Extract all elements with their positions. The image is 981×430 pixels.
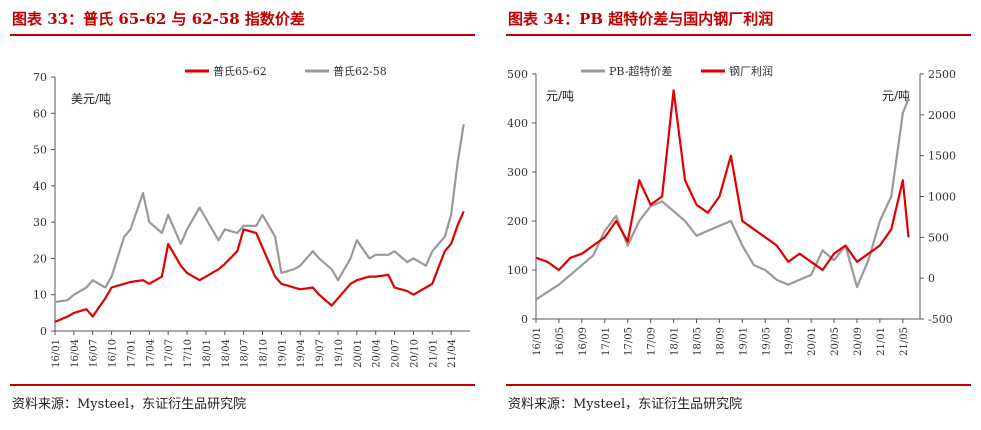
x-tick-label: 16/10 xyxy=(108,339,119,368)
legend-label-2: 钢厂利润 xyxy=(729,64,773,78)
y-tick-label-right: -500 xyxy=(928,313,953,326)
y-tick-label: 50 xyxy=(33,144,47,157)
x-tick-label: 16/04 xyxy=(70,339,81,368)
chart-title: 图表 33：普氏 65-62 与 62-58 指数价差 xyxy=(12,10,305,28)
x-tick-label: 19/01 xyxy=(277,339,288,368)
x-tick-label: 17/01 xyxy=(126,339,137,368)
x-tick-label: 20/10 xyxy=(409,339,420,368)
y-tick-label: 70 xyxy=(33,71,47,84)
y-tick-label: 100 xyxy=(507,264,528,277)
unit-label-right: 元/吨 xyxy=(882,89,910,103)
x-tick-label: 18/10 xyxy=(259,339,270,368)
y-tick-label: 10 xyxy=(33,289,47,302)
x-tick-label: 18/07 xyxy=(240,339,251,368)
y-tick-label-right: 0 xyxy=(928,272,935,285)
legend-label-1: PB-超特价差 xyxy=(609,64,672,78)
series-line-2 xyxy=(54,124,465,304)
x-tick-label: 18/05 xyxy=(692,327,703,356)
y-tick-label-right: 2500 xyxy=(928,68,956,81)
x-tick-label: 18/01 xyxy=(670,327,681,356)
x-tick-label: 17/01 xyxy=(601,327,612,356)
x-tick-label: 16/01 xyxy=(51,339,62,368)
x-tick-label: 21/01 xyxy=(428,339,439,368)
y-tick-label: 300 xyxy=(507,166,528,179)
source-note: 资料来源：Mysteel，东证衍生品研究院 xyxy=(12,397,247,412)
title-divider xyxy=(10,34,475,36)
x-tick-label: 20/01 xyxy=(807,327,818,356)
x-tick-label: 19/10 xyxy=(334,339,345,368)
x-tick-label: 21/01 xyxy=(876,327,887,356)
y-tick-label-right: 2000 xyxy=(928,109,956,122)
unit-label: 美元/吨 xyxy=(71,92,111,106)
x-tick-label: 17/07 xyxy=(164,339,175,368)
y-tick-label-right: 1000 xyxy=(928,191,956,204)
x-tick-label: 20/05 xyxy=(830,327,841,356)
x-tick-label: 17/10 xyxy=(183,339,194,368)
y-tick-label: 500 xyxy=(507,68,528,81)
x-tick-label: 18/09 xyxy=(715,327,726,356)
x-tick-label: 17/04 xyxy=(145,339,156,368)
y-tick-label-right: 1500 xyxy=(928,150,956,163)
y-tick-label: 200 xyxy=(507,215,528,228)
chart-title: 图表 34：PB 超特价差与国内钢厂利润 xyxy=(508,10,774,28)
y-tick-label-right: 500 xyxy=(928,231,949,244)
x-tick-label: 20/09 xyxy=(853,327,864,356)
y-tick-label: 40 xyxy=(33,180,47,193)
series-line-1 xyxy=(535,98,910,301)
x-tick-label: 20/07 xyxy=(391,339,402,368)
x-tick-label: 21/05 xyxy=(899,327,910,356)
x-tick-label: 16/05 xyxy=(555,327,566,356)
legend-label-1: 普氏65-62 xyxy=(213,64,267,78)
source-divider xyxy=(506,384,971,386)
y-tick-label: 0 xyxy=(40,325,47,338)
series-line-2 xyxy=(535,89,910,272)
x-tick-label: 19/07 xyxy=(315,339,326,368)
x-tick-label: 16/07 xyxy=(89,339,100,368)
y-tick-label: 0 xyxy=(521,313,528,326)
x-tick-label: 17/05 xyxy=(624,327,635,356)
title-divider xyxy=(506,34,971,36)
chart-panel-1: 图表 33：普氏 65-62 与 62-58 指数价差 0 10 20 30 40 50 6… xyxy=(0,0,485,430)
chart-2-plot: 0 100 200 300 400 500 -500 0 500 1000 1500 2000 2500… xyxy=(507,64,956,356)
y-tick-label: 60 xyxy=(33,107,47,120)
y-tick-label: 30 xyxy=(33,216,47,229)
legend-label-2: 普氏62-58 xyxy=(333,64,387,78)
x-tick-label: 19/04 xyxy=(296,339,307,368)
x-tick-label: 19/01 xyxy=(738,327,749,356)
x-tick-label: 20/01 xyxy=(353,339,364,368)
y-tick-label: 20 xyxy=(33,252,47,265)
x-tick-label: 16/01 xyxy=(532,327,543,356)
x-tick-label: 16/09 xyxy=(578,327,589,356)
unit-label-left: 元/吨 xyxy=(546,89,574,103)
x-tick-label: 19/05 xyxy=(761,327,772,356)
chart-1-plot: 0 10 20 30 40 50 60 70 16/01 16/04 16/07 16/10 17/01… xyxy=(33,64,470,368)
x-tick-label: 21/04 xyxy=(447,339,458,368)
series-line-1 xyxy=(54,210,465,323)
source-divider xyxy=(10,384,475,386)
chart-panel-2: 图表 34：PB 超特价差与国内钢厂利润 0 100 200 300 400 500 -50… xyxy=(496,0,981,430)
x-tick-label: 18/04 xyxy=(221,339,232,368)
y-tick-label: 400 xyxy=(507,117,528,130)
x-tick-label: 17/09 xyxy=(647,327,658,356)
x-tick-label: 19/09 xyxy=(784,327,795,356)
x-tick-label: 20/04 xyxy=(372,339,383,368)
source-note: 资料来源：Mysteel，东证衍生品研究院 xyxy=(508,397,743,412)
x-tick-label: 18/01 xyxy=(202,339,213,368)
